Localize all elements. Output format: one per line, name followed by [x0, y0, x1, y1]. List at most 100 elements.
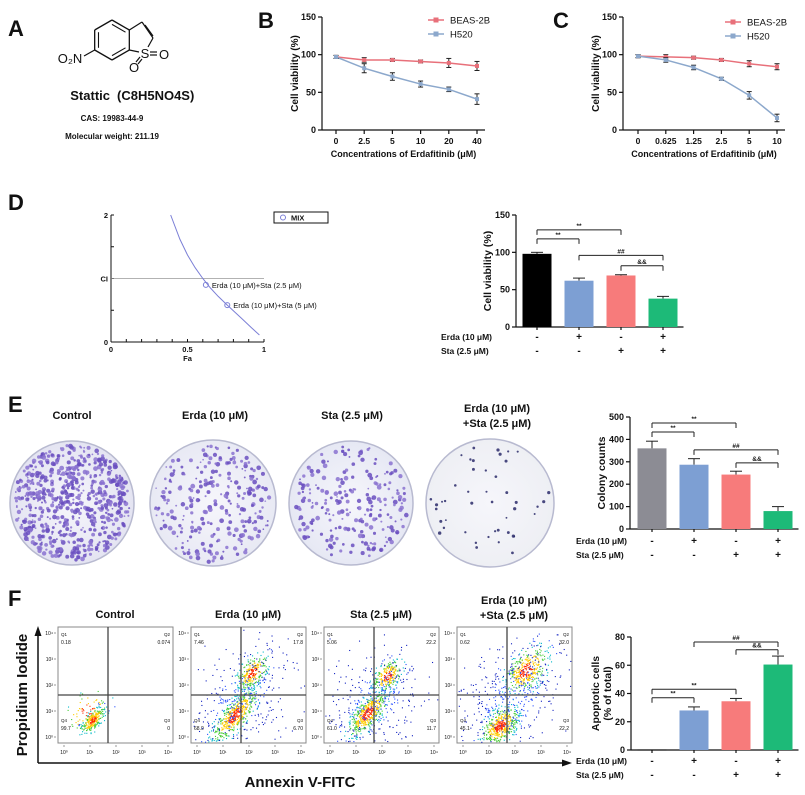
flow-event — [225, 726, 228, 728]
flow-event — [538, 671, 540, 673]
flow-event — [100, 722, 102, 724]
flow-event — [96, 699, 98, 701]
flow-event — [490, 728, 493, 730]
flow-event — [88, 719, 90, 721]
colony — [55, 515, 60, 520]
flow-event — [495, 696, 497, 698]
treatment-sign: + — [618, 346, 624, 357]
x-tick-label: 5 — [390, 136, 395, 146]
flow-event — [222, 739, 224, 741]
colony — [357, 454, 361, 458]
flow-event — [91, 726, 93, 728]
flow-event — [355, 703, 357, 705]
treatment-sign: + — [775, 770, 781, 781]
x-tick-label: 0.5 — [182, 345, 192, 354]
flow-event — [393, 681, 395, 683]
flow-title-erda: Erda (10 μM) — [215, 609, 281, 621]
colony — [206, 445, 209, 448]
flow-event — [550, 661, 553, 663]
flow-event — [104, 709, 106, 711]
colony — [329, 545, 334, 550]
colony — [393, 468, 398, 473]
colony — [165, 502, 169, 505]
colony — [250, 467, 254, 471]
flow-event — [354, 700, 356, 702]
flow-ylabel: Propidium Iodide — [14, 634, 31, 757]
flow-event — [378, 702, 380, 704]
flow-event — [195, 739, 197, 741]
colony — [189, 488, 194, 493]
flow-event — [223, 711, 225, 713]
x-tick-label: 10 — [416, 136, 426, 146]
colony — [88, 539, 93, 545]
flow-event — [357, 710, 359, 712]
flow-event — [410, 721, 412, 723]
bar — [721, 701, 751, 750]
flow-event — [514, 723, 516, 725]
flow-event — [504, 724, 506, 726]
flow-event — [243, 687, 245, 689]
flow-event — [372, 691, 374, 693]
colony — [243, 491, 247, 496]
legend-label: MIX — [291, 214, 304, 223]
flow-event — [215, 718, 217, 721]
colony — [102, 493, 105, 497]
colony — [107, 471, 109, 473]
flow-event — [498, 719, 500, 721]
flow-event — [339, 725, 341, 727]
significance-label: ## — [617, 248, 625, 255]
colony — [243, 461, 248, 466]
flow-event — [249, 669, 251, 671]
colony — [80, 446, 83, 449]
flow-event — [245, 676, 247, 678]
flow-event — [383, 634, 386, 636]
colony — [32, 468, 35, 471]
flow-event — [221, 723, 223, 725]
flow-event — [251, 688, 253, 690]
flow-event — [67, 706, 70, 708]
flow-event — [378, 716, 380, 718]
flow-event — [539, 666, 541, 668]
flow-event — [488, 728, 490, 730]
flow-event — [81, 725, 83, 727]
flow-event — [246, 729, 248, 731]
flow-event — [394, 661, 396, 663]
flow-event — [394, 678, 396, 680]
colony — [326, 460, 329, 463]
flow-event — [382, 684, 384, 686]
flow-event — [247, 687, 249, 689]
flow-title-control: Control — [95, 609, 134, 621]
flow-event — [498, 724, 500, 727]
flow-event — [352, 729, 354, 731]
significance-label: && — [752, 456, 762, 463]
flow-event — [537, 644, 539, 646]
colony — [253, 519, 258, 524]
colony — [90, 484, 94, 487]
legend-marker — [280, 214, 286, 221]
significance-label: ** — [670, 425, 676, 432]
flow-event — [271, 635, 273, 637]
flow-event — [524, 685, 526, 687]
flow-event — [247, 672, 249, 675]
flow-event — [524, 659, 526, 661]
flow-event — [259, 671, 262, 673]
flow-event — [269, 648, 271, 650]
flow-event — [382, 688, 384, 690]
flow-event — [368, 708, 370, 710]
flow-event — [248, 668, 250, 670]
flow-event — [236, 728, 239, 730]
flow-event — [375, 711, 377, 713]
flow-event — [91, 718, 93, 720]
flow-event — [254, 665, 256, 667]
flow-event — [247, 670, 249, 672]
flow-event — [238, 698, 240, 700]
colony — [266, 495, 272, 500]
x-tick-label: 10² — [245, 750, 253, 756]
flow-event — [249, 676, 251, 678]
colony — [263, 486, 268, 492]
flow-event — [518, 670, 520, 672]
flow-event — [513, 671, 515, 673]
flow-event — [80, 724, 82, 726]
flow-event — [234, 691, 236, 693]
flow-event — [519, 669, 522, 671]
